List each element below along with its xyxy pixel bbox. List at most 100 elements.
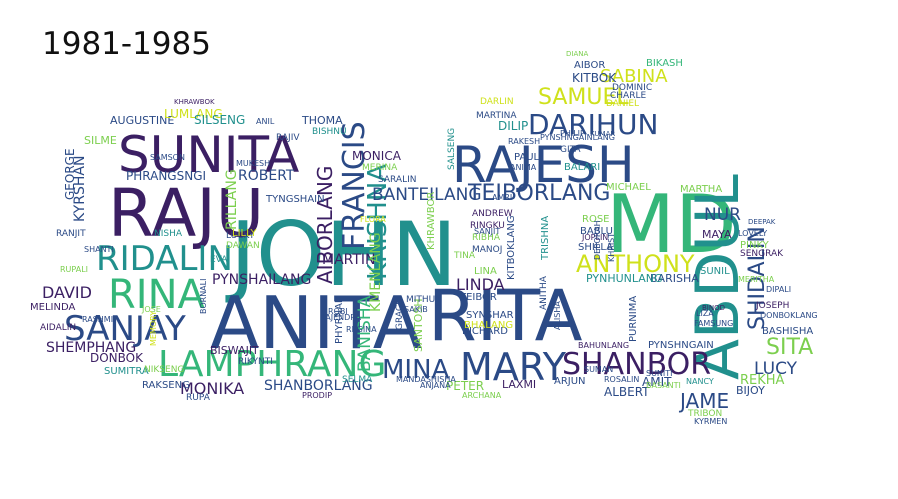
cloud-word: GRACE bbox=[395, 299, 405, 330]
cloud-word: PHRANGSNGI bbox=[126, 169, 206, 183]
cloud-word: ALISHA bbox=[553, 301, 562, 330]
cloud-word: PRODIP bbox=[302, 391, 332, 400]
cloud-word: SHILLA bbox=[578, 242, 613, 253]
cloud-word: PYNSHNGAINLANG bbox=[540, 133, 615, 142]
cloud-word: GEORGE bbox=[63, 148, 77, 200]
cloud-word: TYNGSHAIN bbox=[265, 194, 325, 205]
cloud-word: SILME bbox=[84, 134, 117, 147]
cloud-word: BALARI bbox=[564, 162, 600, 173]
cloud-word: SAMUEL bbox=[538, 85, 629, 110]
cloud-word: FRANCIS bbox=[337, 121, 372, 250]
cloud-word: AMIT bbox=[642, 375, 672, 389]
cloud-word: BARISHA bbox=[650, 272, 699, 285]
cloud-word: KHRAWBOK bbox=[174, 98, 215, 106]
cloud-word: PYNHUNLANG bbox=[586, 272, 663, 285]
cloud-word: RAJESH bbox=[452, 136, 635, 194]
cloud-word: SUNITA bbox=[118, 126, 299, 184]
cloud-word: ANITA bbox=[210, 281, 422, 365]
cloud-word: BORNALI bbox=[199, 279, 208, 314]
cloud-word: CHARLE bbox=[610, 91, 646, 101]
cloud-word: BAHUNLANG bbox=[578, 341, 629, 350]
cloud-word: MITHUN bbox=[406, 295, 442, 305]
cloud-word: LINDA bbox=[456, 275, 505, 294]
cloud-word: SANJAY bbox=[64, 309, 186, 349]
cloud-word: THOMA bbox=[301, 114, 343, 127]
cloud-word: PAUL bbox=[514, 152, 540, 163]
cloud-word: NUR bbox=[704, 205, 741, 225]
cloud-word: ROSE bbox=[582, 214, 610, 225]
cloud-word: SENGRAK bbox=[740, 249, 784, 259]
cloud-word: BABLU bbox=[580, 226, 613, 237]
cloud-word: BISWAJIT bbox=[210, 344, 259, 357]
cloud-word: DIANA bbox=[566, 50, 588, 58]
cloud-word: RAKESH bbox=[508, 137, 540, 146]
cloud-word: LOVELY bbox=[738, 229, 767, 238]
chart-title: 1981-1985 bbox=[42, 26, 211, 62]
cloud-word: BHALANG bbox=[464, 320, 513, 331]
cloud-word: TEIBORLANG bbox=[467, 181, 610, 206]
cloud-word: ARJUN bbox=[554, 376, 586, 387]
cloud-word: JAME bbox=[678, 389, 729, 413]
cloud-word: RITA bbox=[428, 275, 583, 357]
cloud-word: MANDASHISHA bbox=[396, 375, 456, 384]
cloud-word: ROBI bbox=[328, 307, 348, 316]
cloud-word: SYNSHAR bbox=[466, 310, 514, 321]
cloud-word: DARIHUN bbox=[528, 108, 658, 141]
cloud-word: MICHAEL bbox=[606, 182, 651, 193]
cloud-word: SANJIT bbox=[474, 227, 500, 236]
cloud-word: KHRIST bbox=[607, 233, 616, 262]
cloud-word: KYRSHAN bbox=[72, 156, 88, 222]
cloud-word: BASANTI bbox=[646, 381, 681, 390]
cloud-word: JOSEPH bbox=[755, 301, 789, 311]
cloud-word: SHANTI bbox=[84, 245, 114, 254]
cloud-word: REKHA bbox=[740, 373, 785, 388]
cloud-word: MONICA bbox=[352, 149, 402, 163]
cloud-word: DOMINIC bbox=[612, 83, 652, 93]
cloud-word: SABINA bbox=[600, 66, 668, 87]
cloud-word: MAYA bbox=[702, 228, 732, 241]
cloud-word: LIZA bbox=[696, 309, 714, 318]
cloud-word: DONBOKLANG bbox=[760, 311, 818, 320]
cloud-word: LUCY bbox=[754, 359, 798, 379]
cloud-word: RUPA bbox=[186, 393, 211, 403]
cloud-word: DEBORAH bbox=[593, 220, 602, 260]
cloud-word: DAWAN bbox=[226, 241, 260, 251]
cloud-word: ANIMA bbox=[510, 163, 537, 172]
cloud-word: SHEMPHANG bbox=[46, 340, 136, 356]
cloud-word: BISHNU bbox=[312, 127, 347, 137]
cloud-word: ANIL bbox=[256, 117, 275, 126]
cloud-word: BINOD bbox=[702, 304, 725, 312]
cloud-word: JOPLIN bbox=[581, 233, 608, 242]
cloud-word: RAJIV bbox=[276, 133, 300, 143]
cloud-word: ROSALIN bbox=[604, 375, 639, 384]
cloud-word: PHYRNAI bbox=[334, 300, 345, 344]
cloud-word: DILIP bbox=[498, 119, 528, 133]
cloud-word: RIKYNTI bbox=[238, 357, 273, 367]
cloud-word: DONBOK bbox=[90, 351, 144, 365]
cloud-word: RINA bbox=[108, 272, 206, 318]
cloud-word: TRISHNA bbox=[540, 216, 551, 261]
cloud-word: ANITHA bbox=[539, 275, 549, 310]
cloud-word: ANDREW bbox=[472, 209, 513, 219]
cloud-word: MARY bbox=[460, 345, 567, 389]
cloud-word: FLORA bbox=[360, 215, 386, 224]
cloud-word: FAMSUNG bbox=[694, 319, 733, 328]
cloud-word: RASHMI bbox=[82, 315, 113, 324]
cloud-word: TINA bbox=[453, 251, 476, 261]
cloud-word: DAVID bbox=[42, 283, 92, 302]
cloud-word: KYRMEN bbox=[694, 417, 727, 426]
cloud-word: MANOJ bbox=[472, 245, 502, 255]
cloud-word: AIDALIN bbox=[40, 323, 76, 333]
cloud-word: AIBORLANG bbox=[313, 166, 337, 284]
cloud-word: MD bbox=[606, 178, 737, 271]
cloud-word: MUKESH bbox=[236, 159, 270, 168]
cloud-word: LUCKY bbox=[226, 231, 255, 241]
cloud-word: MERINA bbox=[362, 163, 398, 173]
cloud-word: SHIDALIN bbox=[745, 226, 770, 330]
cloud-word: SHANBORLANG bbox=[264, 378, 373, 394]
cloud-word: SILSENG bbox=[194, 113, 245, 127]
cloud-word: SAKIB bbox=[404, 305, 428, 314]
cloud-word: LAXMI bbox=[502, 378, 536, 391]
cloud-word: PHILIP bbox=[560, 129, 585, 138]
cloud-word: SANTOSH bbox=[412, 298, 425, 352]
